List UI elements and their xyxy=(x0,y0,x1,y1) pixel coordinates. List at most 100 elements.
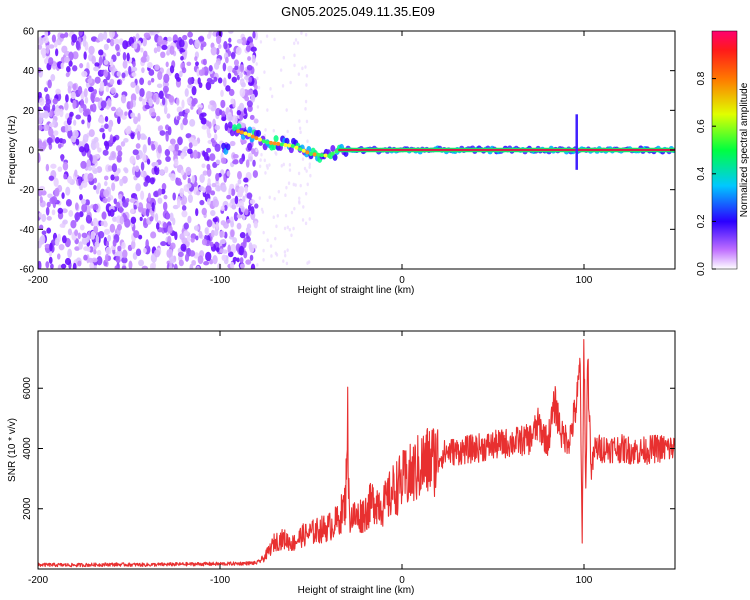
spectrogram-noise-blob xyxy=(90,92,96,102)
spectrogram-noise-blob xyxy=(135,248,142,257)
spectrogram-noise-blob xyxy=(180,243,187,252)
spectrogram-noise-blob xyxy=(166,113,171,119)
spectrogram-noise-blob xyxy=(112,216,118,222)
spectrogram-noise-blob xyxy=(68,209,74,217)
spectrogram-noise-blob xyxy=(245,159,250,168)
spectrogram-noise-blob xyxy=(209,79,215,85)
spectrogram-ridge-hot xyxy=(276,141,281,146)
spectrogram-noise-blob xyxy=(219,239,226,245)
spectrogram-noise-blob xyxy=(135,143,141,149)
spectrogram-noise-blob xyxy=(236,222,242,230)
spectrogram-noise-blob xyxy=(233,59,239,67)
spectrogram-noise-blob xyxy=(250,46,257,52)
spectrogram-noise-blob xyxy=(202,170,208,176)
spectrogram-noise-blob xyxy=(222,62,227,72)
spectrogram-noise-blob xyxy=(193,225,200,231)
spectrogram-noise-blob xyxy=(198,230,203,239)
spectrogram-noise-blob xyxy=(223,204,228,212)
spectrogram-xtick-label: 0 xyxy=(399,275,405,286)
spectrogram-noise-blob xyxy=(119,178,124,187)
spectrogram-noise-blob xyxy=(299,130,302,134)
spectrogram-noise-blob xyxy=(142,247,147,254)
spectrogram-noise-blob xyxy=(250,263,256,269)
spectrogram-noise-blob xyxy=(57,143,62,149)
spectrogram-noise-blob xyxy=(58,243,65,251)
spectrogram-noise-blob xyxy=(38,224,44,230)
spectrogram-noise-blob xyxy=(206,167,212,177)
spectrogram-ytick-label: 60 xyxy=(23,27,35,38)
spectrogram-noise-blob xyxy=(107,165,114,172)
spectrogram-noise-blob xyxy=(105,246,112,255)
spectrogram-noise-blob xyxy=(151,143,156,151)
spectrogram-noise-blob xyxy=(148,97,153,107)
spectrogram-noise-blob xyxy=(116,223,123,231)
spectrogram-noise-blob xyxy=(46,44,50,54)
spectrogram-noise-blob xyxy=(205,185,212,194)
spectrogram-noise-blob xyxy=(279,68,283,72)
spectrogram-noise-blob xyxy=(290,210,294,215)
snr-xtick-label: -200 xyxy=(28,575,48,586)
spectrogram-noise-blob xyxy=(145,208,150,217)
spectrogram-noise-blob xyxy=(157,35,163,46)
spectrogram-noise-blob xyxy=(163,194,168,200)
spectrogram-noise-blob xyxy=(239,157,244,165)
spectrogram-noise-blob xyxy=(60,263,67,269)
spectrogram-ridge-hot xyxy=(298,147,303,152)
spectrogram-noise-blob xyxy=(135,85,140,95)
spectrogram-noise-blob xyxy=(246,192,253,199)
spectrogram-noise-blob xyxy=(230,98,235,105)
spectrogram-noise-blob xyxy=(83,172,90,182)
spectrogram-marks xyxy=(38,31,675,269)
spectrogram-noise-blob xyxy=(82,133,89,143)
spectrogram-ridge-hot xyxy=(323,153,328,158)
spectrogram-noise-blob xyxy=(262,257,265,262)
spectrogram-noise-blob xyxy=(305,169,308,173)
spectrogram-noise-blob xyxy=(135,183,141,192)
spectrogram-noise-blob xyxy=(215,172,220,182)
spectrogram-noise-blob xyxy=(243,107,247,115)
spectrogram-noise-blob xyxy=(99,127,105,133)
spectrogram-noise-blob xyxy=(129,100,134,109)
spectrogram-noise-blob xyxy=(234,65,239,71)
spectrogram-noise-blob xyxy=(103,228,111,235)
spectrogram-noise-blob xyxy=(146,158,151,165)
spectrogram-noise-blob xyxy=(180,122,184,131)
spectrogram-noise-blob xyxy=(201,207,207,216)
spectrogram-noise-blob xyxy=(213,76,218,82)
spectrogram-noise-blob xyxy=(55,88,61,95)
spectrogram-noise-blob xyxy=(40,234,46,245)
spectrogram-noise-blob xyxy=(285,261,289,266)
spectrogram-noise-blob xyxy=(144,104,151,110)
spectrogram-noise-blob xyxy=(245,259,252,265)
spectrogram-noise-blob xyxy=(246,89,254,96)
spectrogram-noise-blob xyxy=(236,109,242,116)
spectrogram-noise-blob xyxy=(240,122,247,129)
spectrogram-noise-blob xyxy=(81,236,88,245)
spectrogram-noise-blob xyxy=(263,158,266,163)
spectrogram-noise-blob xyxy=(154,213,159,222)
spectrogram-noise-blob xyxy=(309,173,312,178)
spectrogram-noise-blob xyxy=(143,217,147,226)
spectrogram-noise-blob xyxy=(129,198,136,203)
spectrogram-noise-blob xyxy=(187,148,193,155)
spectrogram-noise-blob xyxy=(163,73,170,84)
spectrogram-noise-blob xyxy=(45,206,50,216)
spectrogram-noise-blob xyxy=(228,187,232,197)
spectrogram-noise-blob xyxy=(121,265,127,269)
spectrogram-noise-blob xyxy=(304,99,308,104)
spectrogram-noise-blob xyxy=(38,212,43,218)
spectrogram-noise-blob xyxy=(189,118,196,127)
spectrogram-noise-blob xyxy=(142,144,147,154)
spectrogram-noise-blob xyxy=(122,249,128,259)
spectrogram-noise-blob xyxy=(142,153,147,162)
spectrogram-noise-blob xyxy=(45,163,50,172)
spectrogram-noise-blob xyxy=(104,123,109,130)
spectrogram-noise-blob xyxy=(72,99,77,110)
spectrogram-noise-blob xyxy=(121,256,128,264)
spectrogram-ridge-hot xyxy=(265,140,270,145)
spectrogram-noise-blob xyxy=(49,242,53,252)
spectrogram-noise-blob xyxy=(90,104,94,112)
spectrogram-noise-blob xyxy=(191,98,196,107)
spectrogram-noise-blob xyxy=(208,31,212,37)
snr-ytick-label: 6000 xyxy=(22,377,33,400)
